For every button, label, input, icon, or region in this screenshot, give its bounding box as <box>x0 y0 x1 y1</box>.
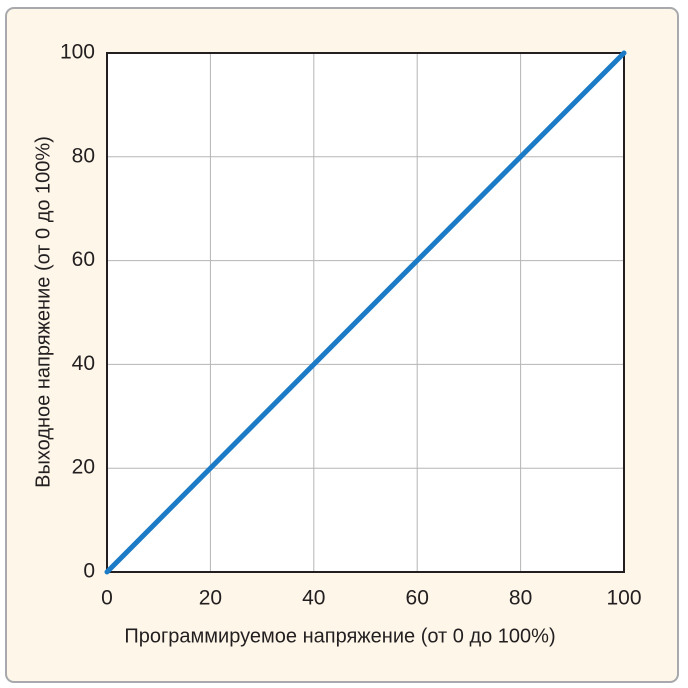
y-tick-label: 80 <box>72 144 95 167</box>
x-tick-label: 0 <box>101 587 113 610</box>
x-tick-label: 60 <box>406 587 429 610</box>
data-line <box>104 50 627 575</box>
y-tick-label: 40 <box>72 352 95 375</box>
x-tick-label: 80 <box>509 587 532 610</box>
x-tick-label: 100 <box>606 587 641 610</box>
x-tick-label: 40 <box>302 587 325 610</box>
y-tick-label: 20 <box>72 456 95 479</box>
y-tick-label: 0 <box>83 560 95 583</box>
x-tick-label: 20 <box>199 587 222 610</box>
plot-frame <box>106 52 625 573</box>
x-axis-label: Программируемое напряжение (от 0 до 100%… <box>124 625 555 647</box>
y-tick-label: 60 <box>72 248 95 271</box>
y-tick-label: 100 <box>60 41 95 64</box>
y-axis-label: Выходное напряжение (от 0 до 100%) <box>32 136 54 488</box>
